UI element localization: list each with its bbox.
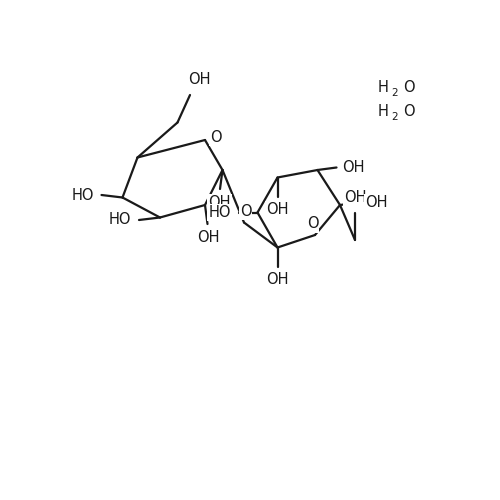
- Text: OH: OH: [188, 72, 210, 86]
- Text: OH: OH: [266, 202, 289, 218]
- Text: OH: OH: [208, 195, 231, 210]
- Text: OH: OH: [196, 230, 219, 245]
- Text: OH: OH: [365, 195, 387, 210]
- Text: O: O: [404, 104, 415, 118]
- Text: HO: HO: [208, 205, 231, 220]
- Text: OH: OH: [342, 160, 364, 175]
- Text: HO: HO: [72, 188, 94, 202]
- Text: OH: OH: [266, 272, 289, 287]
- Text: O: O: [210, 130, 222, 145]
- Text: 2: 2: [392, 88, 398, 99]
- Text: O: O: [240, 204, 252, 219]
- Text: H: H: [378, 104, 388, 118]
- Text: HO: HO: [109, 212, 131, 228]
- Text: 2: 2: [392, 112, 398, 122]
- Text: H: H: [378, 80, 388, 95]
- Text: O: O: [404, 80, 415, 95]
- Text: O: O: [306, 216, 318, 232]
- Text: OH: OH: [344, 190, 366, 205]
